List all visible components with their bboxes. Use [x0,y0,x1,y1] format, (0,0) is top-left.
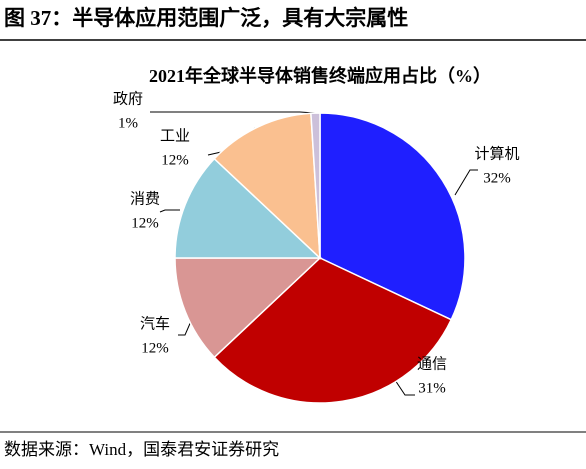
figure-title: 图 37：半导体应用范围广泛，具有大宗属性 [4,6,408,30]
slice-label: 计算机 [474,144,519,162]
source: 数据来源：Wind，国泰君安证券研究 [4,440,279,459]
chart-title: 2021年全球半导体销售终端应用占比（%） [149,65,491,86]
value-label: 31% [418,380,446,396]
pie-slice [319,112,466,321]
value-label: 32% [483,170,511,186]
slice-label: 通信 [417,355,447,372]
slice-label: 汽车 [140,315,170,332]
value-label: 12% [131,215,159,231]
pie-slice [310,112,321,259]
leader-line [454,169,478,196]
pie-slice [213,257,453,404]
pie-slice [174,257,322,359]
value-label: 1% [118,115,138,131]
slice-label: 政府 [113,90,143,107]
leader-line [150,111,316,114]
slice-label: 消费 [130,190,160,207]
leader-line [159,209,180,213]
pie-slice [213,112,321,260]
pie-slice [174,157,322,259]
leader-line [394,379,415,396]
value-label: 12% [161,152,189,168]
slice-label: 工业 [160,127,190,144]
value-label: 12% [141,340,169,356]
